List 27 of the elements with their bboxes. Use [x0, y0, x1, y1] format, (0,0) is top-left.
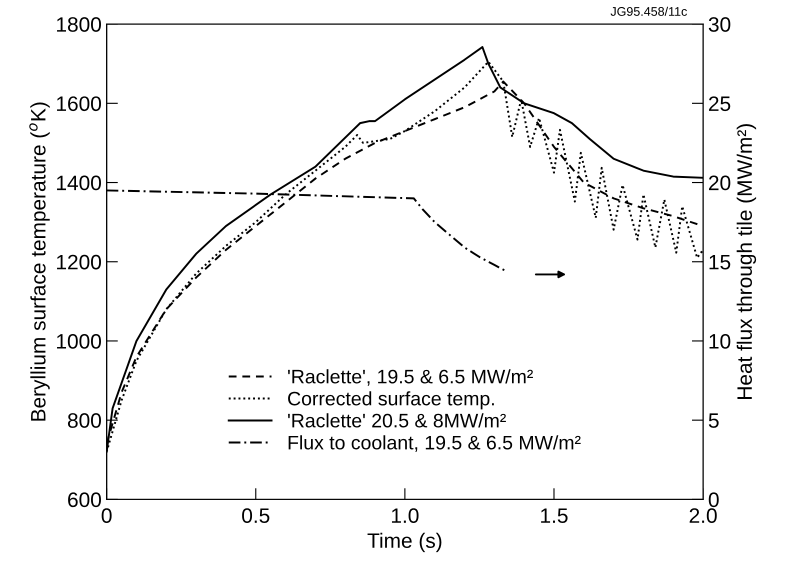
y-tick-label: 1200	[57, 254, 101, 270]
legend-label: 'Raclette' 20.5 & 8MW/m²	[288, 413, 506, 428]
y-tick-label: 800	[68, 413, 101, 428]
y2-tick-label: 25	[709, 96, 730, 112]
y2-tick-label: 30	[708, 17, 730, 32]
y2-tick-label: 5	[708, 413, 719, 428]
y2-tick-label: 0	[708, 492, 719, 508]
y2-tick-label: 20	[709, 176, 730, 190]
y-tick-label: 1600	[57, 96, 101, 112]
y-tick-label: 1000	[57, 334, 101, 349]
y-tick-label: 1800	[57, 17, 101, 32]
text: JG95.458/11c	[610, 6, 687, 16]
y2-tick-label: 10	[710, 334, 730, 349]
legend-label: 'Raclette', 19.5 & 6.5 MW/m²	[288, 369, 533, 386]
legend-label: Flux to coolant, 19.5 & 6.5 MW/m²	[288, 435, 581, 452]
x-tick-label: 1.0	[392, 508, 419, 524]
legend-label: Corrected surface temp.	[288, 391, 494, 410]
x-tick-label: 0.5	[242, 508, 270, 524]
x-tick-label: 2.0	[690, 508, 717, 524]
y2-tick-label: 15	[710, 254, 730, 270]
x-axis-title: Time (s)	[368, 532, 442, 552]
y-tick-label: 600	[68, 492, 101, 508]
y2-axis-title: Heat flux through tile (MW/m²)	[736, 124, 756, 399]
x-tick-label: 0	[102, 508, 112, 524]
x-tick-label: 1.5	[541, 508, 568, 524]
y-axis-title: Beryllium surface temperature ($^{o}$K)	[29, 102, 50, 421]
y-tick-label: 1400	[57, 176, 101, 190]
